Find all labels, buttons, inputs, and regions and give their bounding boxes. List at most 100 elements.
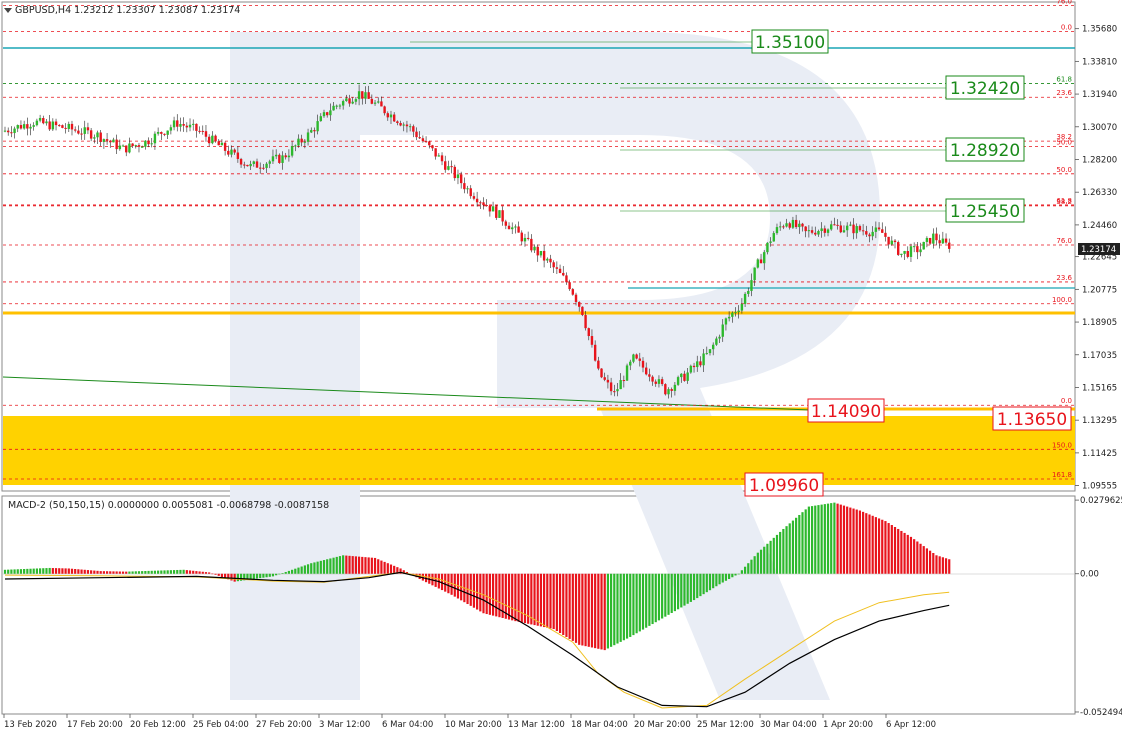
macd-bar (96, 570, 99, 574)
candle-bull (211, 135, 214, 144)
macd-bar (766, 543, 769, 574)
candle-bear (887, 236, 890, 245)
price-tick-label: 1.22645 (1082, 253, 1117, 263)
candle-bull (727, 316, 731, 319)
candle-bull (632, 354, 635, 362)
macd-bar (670, 573, 673, 613)
current-price-label: 1.23174 (1081, 245, 1116, 255)
macd-bar (291, 569, 294, 574)
macd-bar (795, 517, 798, 574)
macd-bar (243, 573, 246, 581)
candle-bull (673, 384, 677, 391)
macd-bar (511, 573, 514, 621)
macd-bar (708, 573, 712, 591)
macd-bar (326, 559, 329, 574)
candle-bear (383, 106, 386, 114)
candle-bull (826, 229, 830, 233)
price-tick-label: 1.31940 (1082, 90, 1117, 100)
time-tick-label: 1 Apr 20:00 (823, 720, 873, 730)
candle-bear (814, 232, 817, 235)
candle-bull (67, 123, 70, 129)
candle-bear (370, 98, 374, 104)
macd-bar (476, 573, 479, 610)
candle-bull (252, 161, 256, 164)
macd-bar (944, 558, 948, 574)
macd-bar (217, 573, 220, 576)
candle-bull (616, 389, 619, 392)
macd-bar (814, 505, 817, 574)
macd-bar (785, 526, 788, 574)
support-zone-band (3, 416, 1075, 485)
macd-bar (871, 515, 874, 574)
macd-bar (172, 570, 176, 574)
candle-bull (35, 120, 39, 126)
macd-bar (909, 536, 913, 574)
macd-bar (734, 573, 737, 576)
candle-bear (463, 183, 466, 190)
candle-bear (558, 268, 562, 273)
macd-bar (865, 513, 868, 574)
candle-bull (817, 231, 820, 235)
candle-bear (877, 227, 881, 230)
macd-bar (823, 504, 826, 574)
macd-bar (858, 510, 862, 574)
macd-bar (342, 555, 345, 574)
macd-bar (743, 566, 747, 574)
candle-bear (233, 149, 236, 153)
candle-bear (115, 139, 118, 150)
macd-bar (77, 569, 80, 574)
candle-bear (6, 130, 10, 133)
macd-bar (842, 505, 846, 574)
candle-bear (325, 112, 329, 116)
macd-bar (536, 573, 539, 626)
candle-bear (587, 328, 590, 337)
target-box (751, 29, 829, 54)
macd-bar (903, 532, 906, 574)
target-box (945, 137, 1025, 162)
macd-bar (278, 573, 281, 575)
macd-bar (913, 539, 916, 574)
candle-bull (274, 154, 278, 157)
macd-bar (310, 563, 313, 574)
candle-bull (287, 155, 291, 158)
macd-bar (389, 564, 393, 574)
candle-bear (147, 140, 150, 145)
candle-bear (600, 368, 603, 378)
symbol-menu-icon[interactable] (4, 8, 12, 13)
candle-bear (938, 240, 941, 244)
macd-bar (597, 573, 600, 649)
fib-label: 61.8 (1056, 197, 1072, 205)
fib-label: 100.0 (1052, 296, 1072, 304)
macd-bar (275, 573, 278, 576)
time-tick-label: 10 Mar 20:00 (445, 720, 502, 730)
macd-bar (919, 543, 922, 574)
green-trendline (2, 376, 811, 411)
candle-bull (718, 336, 721, 339)
macd-bar (667, 573, 670, 615)
macd-bar (664, 573, 667, 617)
candle-bear (638, 358, 642, 361)
fib-label: 61.8 (1056, 76, 1072, 84)
macd-bar (654, 573, 657, 623)
candle-bull (268, 161, 271, 164)
macd-bar (648, 573, 651, 626)
macd-bar (852, 508, 855, 574)
time-tick-label: 27 Feb 20:00 (256, 720, 312, 730)
macd-bar (696, 573, 699, 599)
candle-bear (54, 121, 58, 126)
macd-bar (13, 569, 16, 574)
macd-bar (281, 573, 284, 574)
macd-bar (137, 571, 141, 574)
candle-bear (236, 152, 240, 159)
candle-bull (297, 138, 300, 146)
candle-bear (804, 226, 807, 232)
macd-bar (619, 573, 622, 642)
macd-bar (625, 573, 629, 639)
candle-bear (574, 294, 578, 303)
candle-bull (118, 145, 122, 150)
candle-bear (651, 376, 654, 382)
fib-label: 38.2 (1056, 133, 1072, 141)
candle-bull (341, 101, 345, 106)
